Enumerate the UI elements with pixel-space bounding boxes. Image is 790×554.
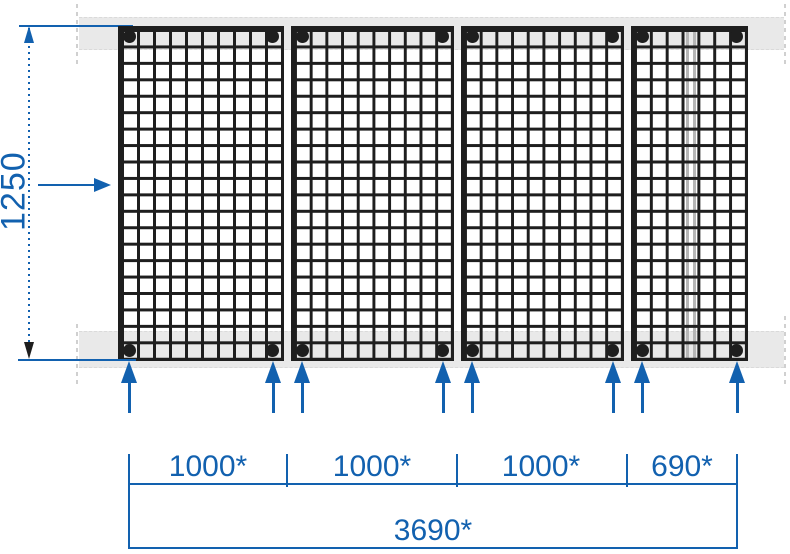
fixing-arrow: [265, 361, 281, 413]
fixing-dot: [123, 30, 136, 43]
height-dimension-label: 1250: [0, 151, 33, 231]
total-dimension-label: 3690*: [393, 514, 473, 547]
fixing-dot: [266, 30, 279, 43]
mesh-panel-4: [631, 26, 748, 361]
dimension-arrowhead-down: [24, 342, 34, 359]
direction-arrow-head: [94, 178, 111, 192]
fixing-dot: [466, 344, 479, 357]
total-dimension-line: [128, 547, 738, 549]
mesh-panel-3: [461, 26, 624, 361]
dimension-arrowhead-up: [24, 26, 34, 43]
height-dimension-line: [28, 28, 30, 358]
dimension-tick: [626, 454, 628, 487]
fixing-arrow: [634, 361, 650, 413]
segment-dimension-label: 1000*: [332, 450, 412, 483]
fixing-dot: [636, 344, 649, 357]
fixing-dot: [436, 344, 449, 357]
fixing-dot: [606, 30, 619, 43]
mesh-panel-1: [118, 26, 284, 361]
extension-line-top: [19, 25, 133, 27]
segment-dimension-label: 690*: [651, 450, 713, 483]
direction-arrow-stem: [38, 184, 96, 186]
segment-dimension-label: 1000*: [501, 450, 581, 483]
fixing-arrow: [729, 361, 745, 413]
break-line-right-top: [784, 4, 786, 66]
fixing-dot: [123, 344, 136, 357]
fixing-arrow: [294, 361, 310, 413]
break-line-right-bottom: [784, 316, 786, 384]
dimension-tick: [286, 454, 288, 487]
fixing-dot: [606, 344, 619, 357]
segment-dimension-line: [128, 483, 738, 485]
fixing-dot: [266, 344, 279, 357]
dimension-tick: [456, 454, 458, 487]
dimension-end-left: [128, 454, 130, 549]
fixing-arrow: [121, 361, 137, 413]
break-line-left-top: [76, 4, 78, 64]
segment-dimension-label: 1000*: [168, 450, 248, 483]
fixing-dot: [296, 30, 309, 43]
fixing-dot: [296, 344, 309, 357]
fixing-dot: [436, 30, 449, 43]
fixing-arrow: [435, 361, 451, 413]
mesh-panel-2: [291, 26, 454, 361]
fixing-arrow: [464, 361, 480, 413]
fixing-arrow: [605, 361, 621, 413]
extension-line-bottom: [18, 359, 136, 361]
fixing-dot: [730, 30, 743, 43]
fixing-dot: [730, 344, 743, 357]
fixing-dot: [466, 30, 479, 43]
fixing-dot: [636, 30, 649, 43]
break-line-left-bottom: [76, 324, 78, 384]
dimension-end-right: [736, 454, 738, 549]
